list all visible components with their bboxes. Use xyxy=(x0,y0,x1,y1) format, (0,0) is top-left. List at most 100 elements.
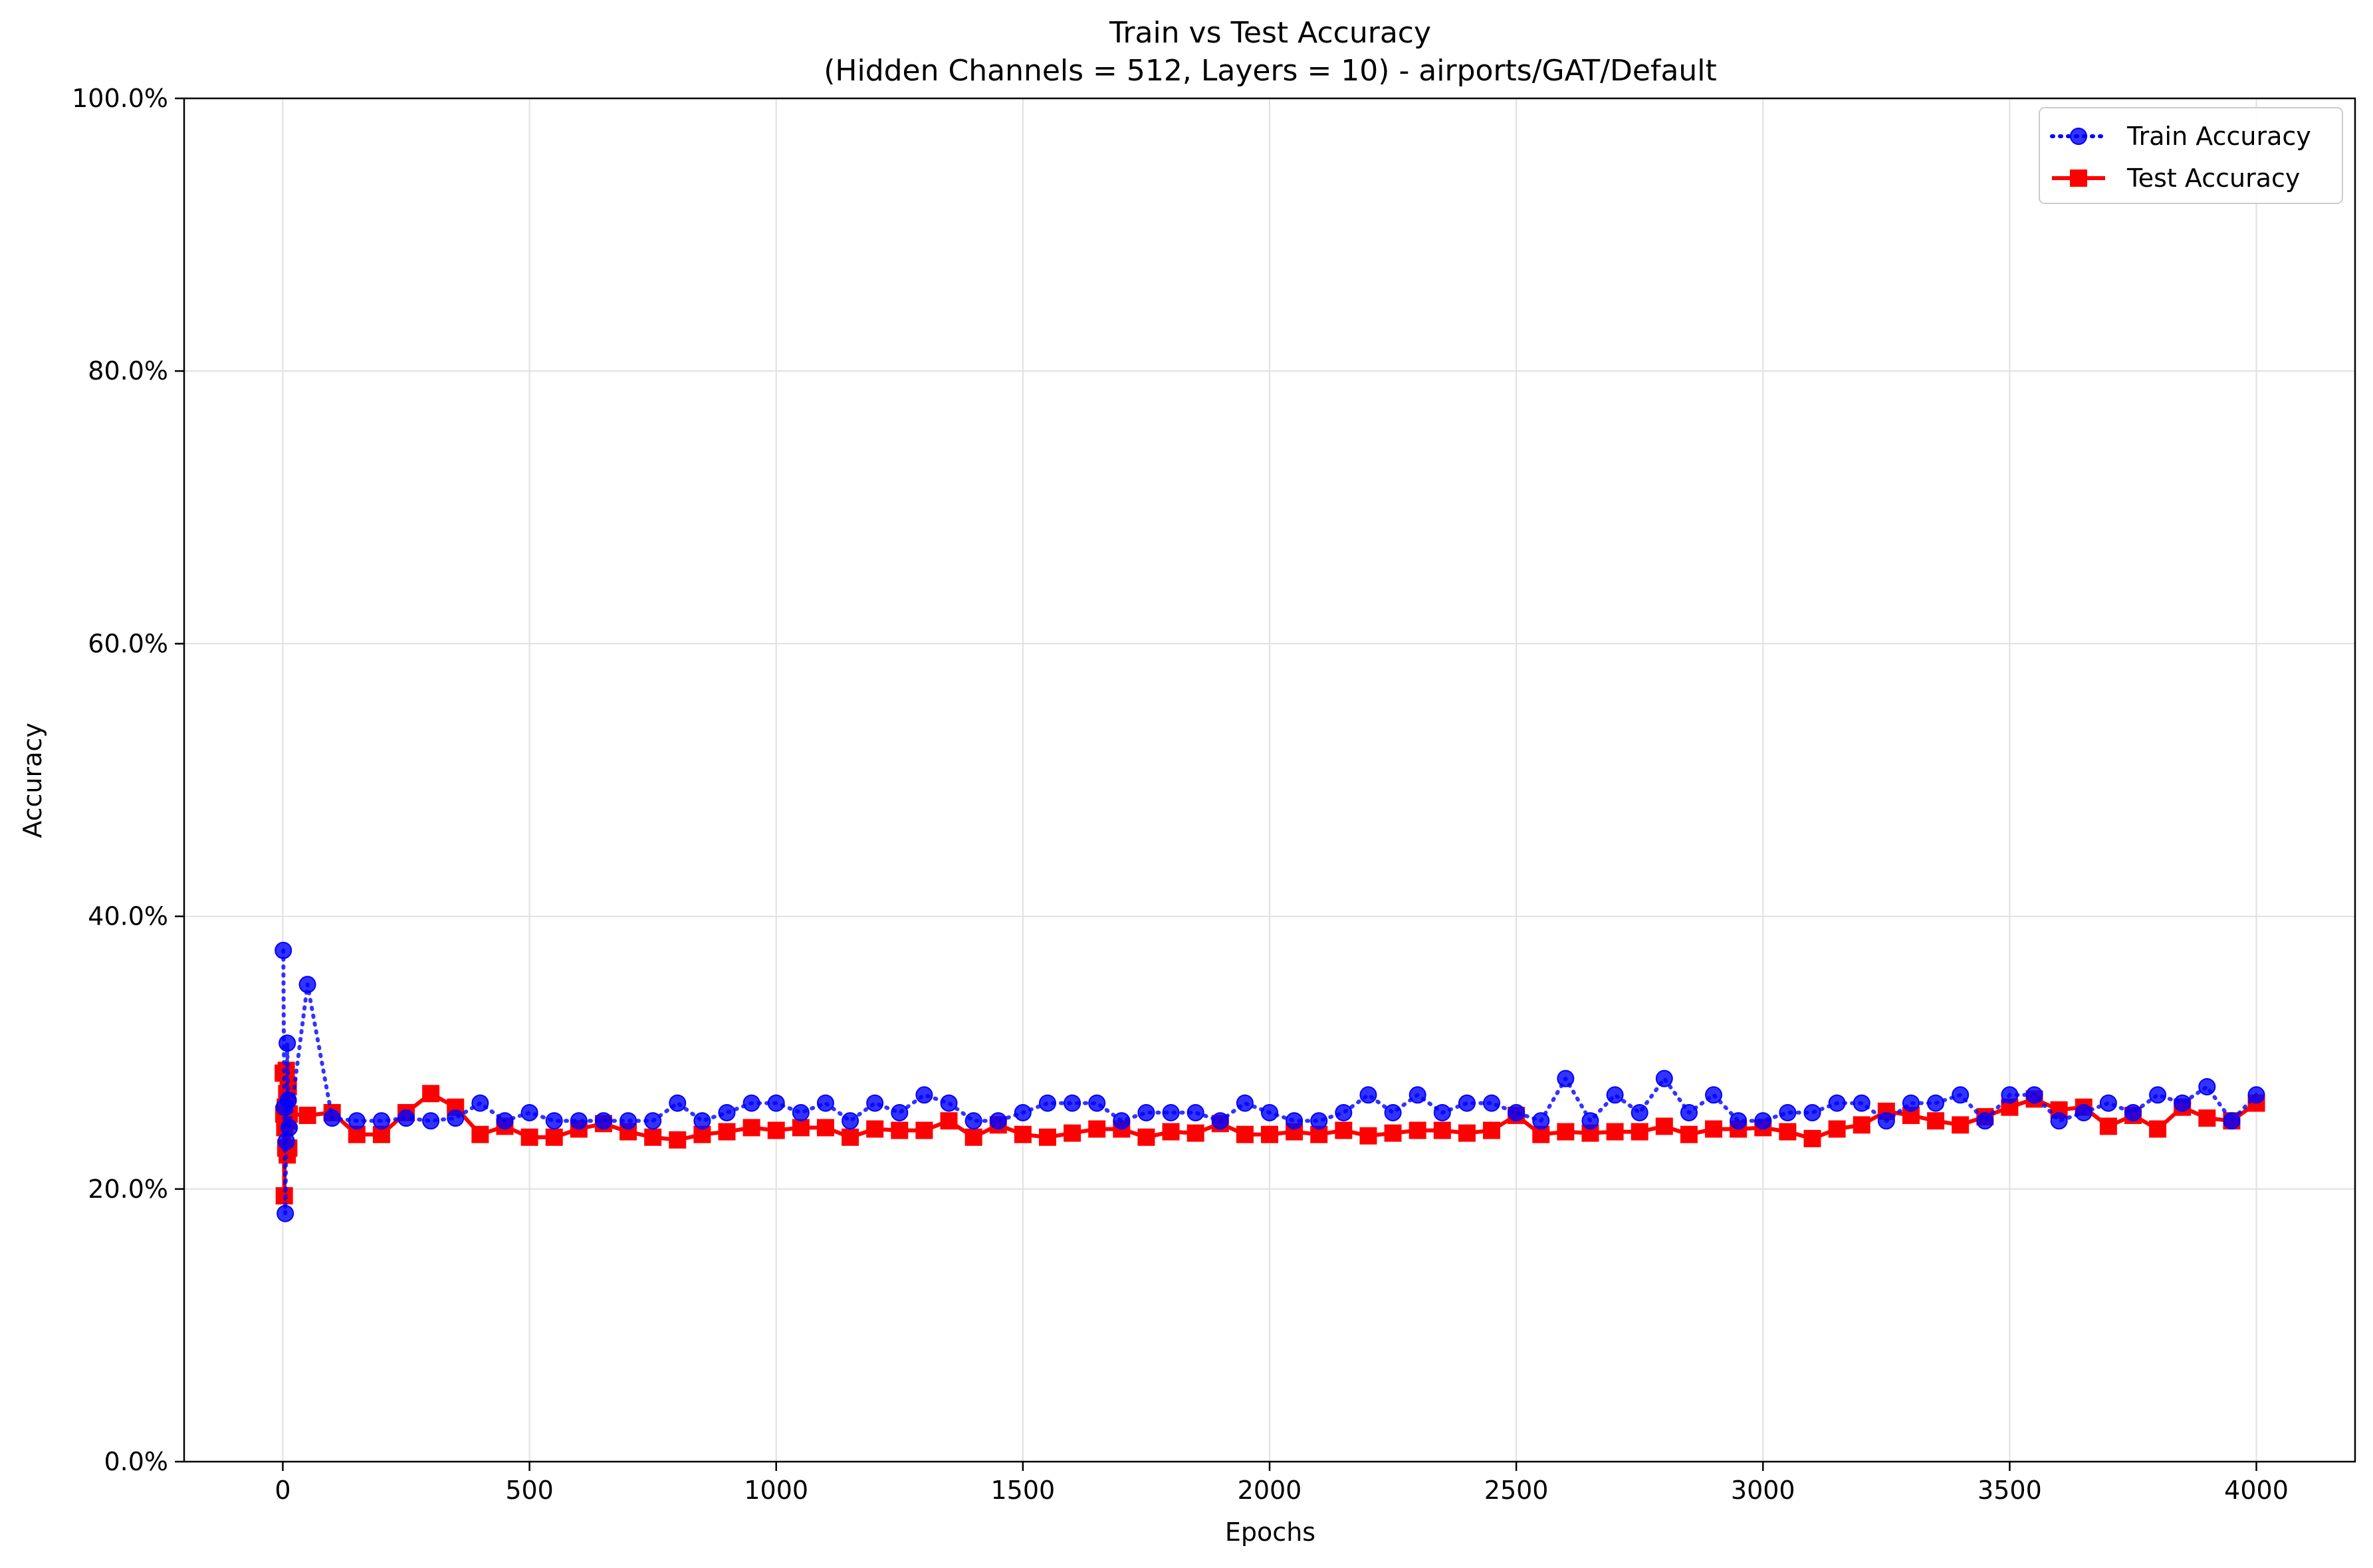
train-accuracy-point xyxy=(275,941,292,959)
train-accuracy-point xyxy=(1902,1094,1920,1112)
x-tick-label: 0 xyxy=(275,1476,290,1505)
test-accuracy-point xyxy=(1483,1121,1501,1139)
test-accuracy-point xyxy=(1014,1125,1032,1143)
test-accuracy-point xyxy=(1557,1123,1575,1141)
y-tick-label: 60.0% xyxy=(88,629,168,658)
train-accuracy-point xyxy=(792,1103,810,1121)
test-accuracy-point xyxy=(792,1119,810,1137)
y-axis-label: Accuracy xyxy=(18,723,47,838)
train-accuracy-point xyxy=(1730,1112,1748,1130)
x-axis-label: Epochs xyxy=(1225,1517,1315,1547)
test-accuracy-point xyxy=(1680,1125,1698,1143)
test-accuracy-point xyxy=(520,1128,538,1146)
test-accuracy-point xyxy=(1433,1121,1451,1139)
train-accuracy-point xyxy=(2075,1103,2092,1121)
train-accuracy-point xyxy=(298,976,316,994)
train-accuracy-point xyxy=(279,1091,297,1109)
grid-lines xyxy=(184,98,2355,1462)
train-accuracy-point xyxy=(1483,1094,1501,1112)
x-tick-label: 4000 xyxy=(2224,1476,2289,1505)
train-accuracy-point xyxy=(1236,1094,1254,1112)
train-accuracy-point xyxy=(2001,1086,2019,1104)
legend-train-label: Train Accuracy xyxy=(2126,122,2311,151)
test-accuracy-point xyxy=(816,1119,834,1137)
test-accuracy-point xyxy=(940,1112,958,1130)
train-accuracy-point xyxy=(2124,1103,2142,1121)
test-accuracy-point xyxy=(1384,1124,1402,1142)
test-accuracy-point xyxy=(1186,1124,1204,1142)
x-tick-label: 3500 xyxy=(1978,1476,2042,1505)
plot-area-frame xyxy=(183,97,2356,1463)
x-tick-label: 500 xyxy=(505,1476,554,1505)
train-accuracy-point xyxy=(1754,1112,1772,1130)
test-accuracy-point xyxy=(866,1120,884,1138)
x-tick-label: 1500 xyxy=(991,1476,1056,1505)
train-accuracy-point xyxy=(1310,1112,1328,1130)
chart-title: Train vs Test Accuracy xyxy=(1109,16,1431,50)
train-accuracy-point xyxy=(2050,1112,2068,1130)
test-accuracy-point xyxy=(1828,1120,1846,1138)
train-accuracy-point xyxy=(1631,1103,1648,1121)
y-tick-label: 80.0% xyxy=(88,356,168,386)
train-accuracy-point xyxy=(1705,1086,1723,1104)
test-accuracy-point xyxy=(1088,1120,1106,1138)
train-accuracy-point xyxy=(1409,1086,1426,1104)
train-accuracy-point xyxy=(1828,1094,1846,1112)
legend-train-marker-icon xyxy=(2070,128,2087,145)
x-tick-label: 1000 xyxy=(744,1476,808,1505)
test-accuracy-point xyxy=(1038,1128,1056,1146)
test-accuracy-point xyxy=(2198,1109,2216,1127)
train-accuracy-point xyxy=(1853,1094,1870,1112)
train-accuracy-point xyxy=(1606,1086,1624,1104)
train-accuracy-point xyxy=(1261,1103,1278,1121)
train-accuracy-point xyxy=(1038,1094,1056,1112)
train-accuracy-point xyxy=(915,1086,933,1104)
train-accuracy-point xyxy=(520,1103,538,1121)
train-accuracy-point xyxy=(1137,1103,1155,1121)
train-accuracy-point xyxy=(1359,1086,1377,1104)
train-accuracy-point xyxy=(372,1112,390,1130)
legend-test-label: Test Accuracy xyxy=(2126,164,2300,193)
train-accuracy-point xyxy=(545,1112,563,1130)
train-accuracy-point xyxy=(279,1034,296,1052)
y-tick-label: 100.0% xyxy=(72,84,168,113)
plot-series xyxy=(275,941,2265,1222)
test-accuracy-point xyxy=(1631,1123,1648,1141)
train-accuracy-point xyxy=(496,1112,514,1130)
train-accuracy-point xyxy=(693,1112,711,1130)
x-tick-label: 2500 xyxy=(1484,1476,1549,1505)
train-accuracy-point xyxy=(866,1094,884,1112)
legend-box xyxy=(2039,107,2343,204)
test-accuracy-point xyxy=(1803,1129,1821,1147)
train-accuracy-point xyxy=(1433,1103,1451,1121)
train-accuracy-point xyxy=(1581,1112,1599,1130)
test-accuracy-point xyxy=(545,1128,563,1146)
train-accuracy-point xyxy=(742,1094,760,1112)
test-accuracy-point xyxy=(471,1125,489,1143)
train-accuracy-point xyxy=(989,1112,1007,1130)
train-accuracy-point xyxy=(767,1094,785,1112)
train-accuracy-point xyxy=(397,1109,415,1127)
test-accuracy-point xyxy=(1359,1127,1377,1145)
train-accuracy-point xyxy=(669,1094,687,1112)
train-accuracy-point xyxy=(2149,1086,2167,1104)
test-accuracy-point xyxy=(372,1125,390,1143)
train-accuracy-point xyxy=(1877,1112,1895,1130)
train-accuracy-point xyxy=(1976,1112,1994,1130)
test-accuracy-point xyxy=(842,1128,859,1146)
test-accuracy-point xyxy=(964,1128,982,1146)
train-accuracy-point xyxy=(281,1119,298,1137)
y-tick-label: 40.0% xyxy=(88,902,168,931)
train-accuracy-point xyxy=(2025,1086,2043,1104)
train-accuracy-series xyxy=(275,941,2265,1222)
train-accuracy-point xyxy=(1211,1112,1229,1130)
test-accuracy-point xyxy=(1779,1123,1797,1141)
train-accuracy-point xyxy=(620,1112,637,1130)
test-accuracy-point xyxy=(2099,1117,2117,1135)
train-accuracy-point xyxy=(2198,1077,2216,1095)
train-accuracy-point xyxy=(1335,1103,1353,1121)
train-accuracy-point xyxy=(1680,1103,1698,1121)
train-accuracy-point xyxy=(1088,1094,1106,1112)
train-accuracy-point xyxy=(594,1112,612,1130)
